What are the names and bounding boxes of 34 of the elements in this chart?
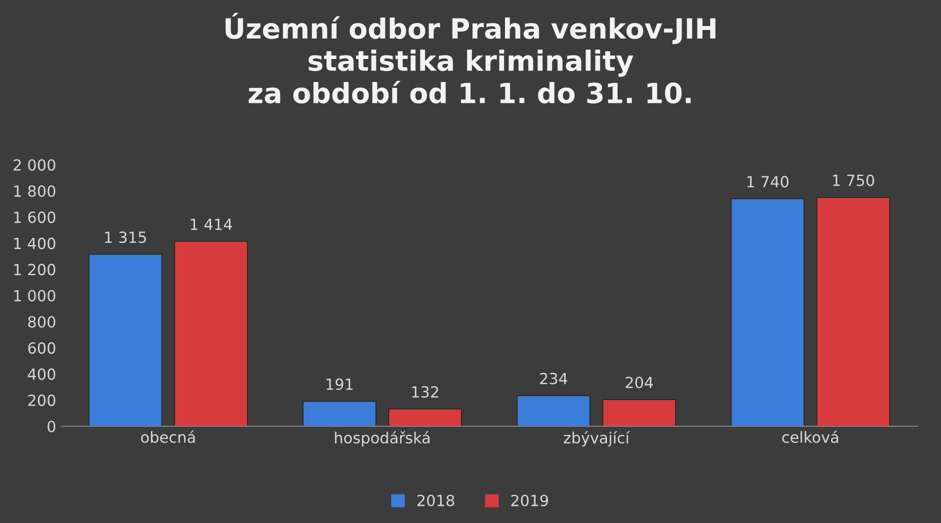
- data-label: 1 740: [747, 176, 788, 188]
- x-tick-label: obecná: [141, 430, 195, 443]
- x-tick-label: celková: [782, 430, 838, 443]
- y-tick-label: 800: [28, 316, 56, 328]
- y-tick-label: 1 400: [14, 238, 56, 250]
- data-label: 234: [540, 372, 568, 384]
- chart-title: Územní odbor Praha venkov-JIH statistika kriminality za období od 1. 1. do 31. 10.: [226, 12, 716, 104]
- y-tick-label: 1 600: [14, 212, 56, 224]
- bar: [602, 399, 676, 426]
- bar: [302, 400, 376, 426]
- bar: [516, 395, 590, 426]
- data-label: 1 315: [105, 231, 146, 244]
- y-tick-label: 1 800: [14, 185, 56, 197]
- data-label: 1 750: [833, 174, 874, 186]
- bar: [730, 198, 804, 426]
- y-tick-label: 0: [48, 420, 56, 432]
- y-tick-label: 1 000: [14, 290, 56, 302]
- y-tick-label: 2 000: [14, 159, 56, 171]
- data-label: 204: [626, 376, 653, 388]
- y-tick-label: 400: [28, 368, 56, 380]
- legend-label: 2018: [417, 494, 454, 506]
- y-tick-label: 600: [28, 342, 56, 354]
- data-label: 132: [412, 386, 438, 398]
- y-tick-label: 200: [28, 394, 56, 406]
- y-tick-label: 1 200: [14, 264, 56, 276]
- bar: [174, 240, 248, 426]
- data-label: 191: [326, 378, 353, 390]
- x-tick-label: zbývající: [564, 431, 630, 447]
- bar: [816, 197, 890, 426]
- bar: [88, 254, 162, 426]
- legend-label: 2019: [511, 494, 548, 506]
- data-label: 1 414: [190, 218, 232, 230]
- bar: [388, 408, 462, 426]
- x-tick-label: hospodářská: [335, 431, 430, 447]
